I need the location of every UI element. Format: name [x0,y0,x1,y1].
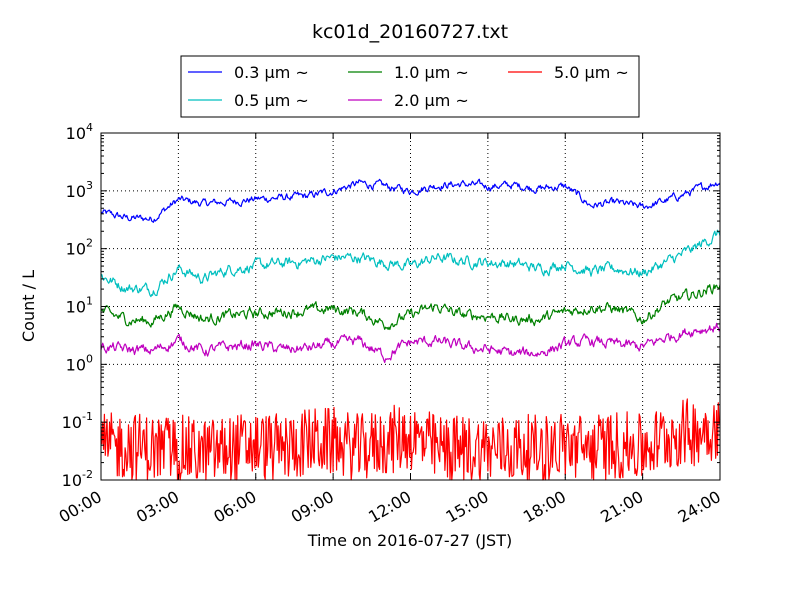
series-line [100,229,721,298]
y-tick-label: 103 [66,179,93,201]
y-tick-label: 10-2 [62,468,93,490]
x-axis-label: Time on 2016-07-27 (JST) [307,531,512,550]
y-tick-label: 104 [66,121,93,143]
legend-box [180,55,640,118]
legend-label: 2.0 μm ~ [394,91,469,110]
y-axis-label: Count / L [19,270,38,342]
y-tick-label: 10-1 [62,410,93,432]
chart-title: kc01d_20160727.txt [312,21,508,43]
legend-label: 0.5 μm ~ [234,91,309,110]
y-tick-label: 100 [66,352,93,374]
series-line [100,178,721,223]
series-line [100,322,721,364]
legend-label: 5.0 μm ~ [554,63,629,82]
y-tick-label: 101 [66,295,93,317]
legend: 0.3 μm ~ 0.5 μm ~ 1.0 μm ~ 2.0 μm ~ 5.0 μm ~ [180,55,640,118]
series-lines [100,178,721,481]
legend-label: 1.0 μm ~ [394,63,469,82]
legend-label: 0.3 μm ~ [234,63,309,82]
y-tick-label: 102 [66,237,93,259]
series-line [100,284,721,331]
series-line [100,398,721,481]
